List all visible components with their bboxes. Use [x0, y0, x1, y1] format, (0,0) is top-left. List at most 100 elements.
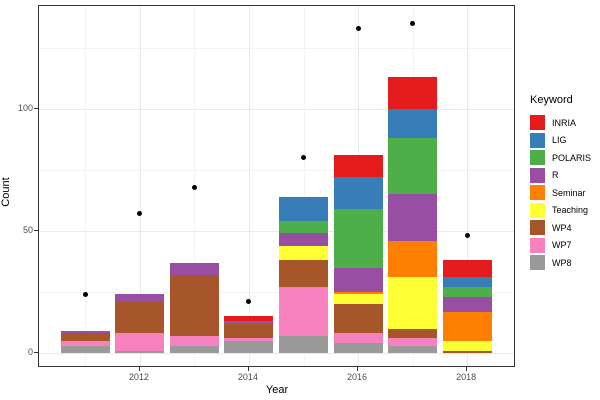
- bar-segment: [333, 343, 383, 353]
- legend-item: WP4: [528, 220, 600, 235]
- gridline-y-minor: [39, 170, 514, 171]
- bar-segment: [279, 196, 328, 222]
- legend-color-swatch: [530, 132, 545, 148]
- legend-color-swatch: [530, 185, 545, 200]
- bar-segment: [442, 340, 492, 351]
- bar-segment: [388, 345, 438, 353]
- data-point: [82, 291, 88, 297]
- bar-segment: [442, 277, 492, 288]
- bar-segment: [333, 292, 383, 295]
- bar-segment: [115, 350, 165, 353]
- gridline-x-major: [139, 6, 141, 366]
- legend-item-label: POLARIS: [552, 152, 592, 163]
- bar-segment: [60, 345, 110, 353]
- x-tick-label: 2018: [456, 372, 477, 382]
- bar-segment: [224, 316, 274, 322]
- y-tick-label: 100: [17, 103, 33, 113]
- legend-item: INRIA: [528, 115, 600, 130]
- bar-segment: [115, 333, 165, 351]
- bar-segment: [279, 287, 328, 336]
- bar-segment: [333, 155, 383, 178]
- bar-segment: [279, 233, 328, 246]
- x-axis-title: Year: [265, 384, 289, 396]
- plot-panel: [38, 5, 515, 367]
- gridline-y-major: [39, 231, 514, 232]
- legend-title: Keyword: [530, 94, 573, 106]
- x-tick-label: 2014: [237, 372, 258, 382]
- data-point: [355, 25, 361, 31]
- bar-segment: [442, 287, 492, 297]
- bar-segment: [442, 350, 492, 353]
- bar-segment: [333, 304, 383, 334]
- gridline-x-minor: [85, 6, 87, 366]
- y-axis-title: Count: [0, 177, 12, 207]
- bar-segment: [333, 333, 383, 344]
- gridline-y-major: [39, 353, 514, 354]
- bar-segment: [60, 340, 110, 346]
- gridline-x-major: [467, 6, 469, 366]
- y-tick-mark: [34, 352, 38, 353]
- legend-color-swatch: [530, 237, 545, 253]
- legend-item-label: Teaching: [552, 205, 589, 215]
- x-tick-mark: [357, 367, 359, 371]
- bar-segment: [333, 294, 383, 305]
- legend-item-label: Seminar: [552, 187, 586, 198]
- gridline-x-major: [248, 6, 250, 366]
- bar-segment: [388, 338, 438, 346]
- data-point: [464, 233, 470, 239]
- x-tick-mark: [466, 367, 468, 371]
- legend-item: R: [528, 167, 600, 183]
- bar-segment: [224, 321, 274, 324]
- bar-segment: [169, 274, 219, 336]
- y-tick-mark: [34, 230, 38, 231]
- bar-segment: [224, 340, 274, 353]
- bar-segment: [442, 311, 492, 341]
- legend-item-label: WP8: [552, 257, 572, 268]
- legend-color-swatch: [530, 167, 545, 183]
- legend-item: LIG: [528, 132, 600, 148]
- bar-segment: [442, 296, 492, 312]
- bar-segment: [333, 267, 383, 292]
- legend-item: WP7: [528, 237, 600, 253]
- legend-item: POLARIS: [528, 150, 600, 165]
- legend-item-label: WP7: [552, 240, 572, 250]
- x-tick-label: 2016: [347, 372, 368, 382]
- legend-color-swatch: [530, 220, 545, 235]
- legend-item: Seminar: [528, 185, 600, 200]
- legend-item-label: R: [552, 170, 559, 180]
- legend-color-swatch: [530, 150, 545, 165]
- gridline-y-minor: [39, 48, 514, 49]
- bar-segment: [388, 138, 438, 195]
- gridline-y-minor: [39, 292, 514, 293]
- bar-segment: [60, 331, 110, 334]
- bar-segment: [388, 240, 438, 278]
- gridline-x-minor: [303, 6, 305, 366]
- legend-item: WP8: [528, 255, 600, 270]
- legend-item-label: LIG: [552, 135, 567, 145]
- gridline-y-major: [39, 109, 514, 110]
- y-tick-label: 0: [27, 347, 33, 357]
- data-point: [137, 211, 143, 217]
- legend-item: Teaching: [528, 202, 600, 218]
- bar-segment: [60, 333, 110, 341]
- bar-segment: [169, 345, 219, 353]
- bar-segment: [279, 260, 328, 288]
- bar-segment: [169, 335, 219, 346]
- bar-segment: [333, 177, 383, 210]
- legend-entries: INRIA LIG POLARIS R Seminar Teaching WP4 WP7 WP8: [528, 115, 600, 270]
- legend-color-swatch: [530, 202, 545, 218]
- bar-segment: [169, 262, 219, 275]
- bar-segment: [388, 77, 438, 109]
- x-tick-mark: [247, 367, 249, 371]
- bar-segment: [224, 323, 274, 339]
- data-point: [301, 155, 306, 161]
- data-point: [191, 184, 197, 190]
- bar-segment: [333, 209, 383, 268]
- data-point: [410, 21, 416, 27]
- bar-segment: [279, 221, 328, 234]
- bar-segment: [224, 338, 274, 341]
- legend-item-label: WP4: [552, 222, 572, 233]
- y-tick-mark: [34, 108, 38, 109]
- bar-segment: [388, 328, 438, 339]
